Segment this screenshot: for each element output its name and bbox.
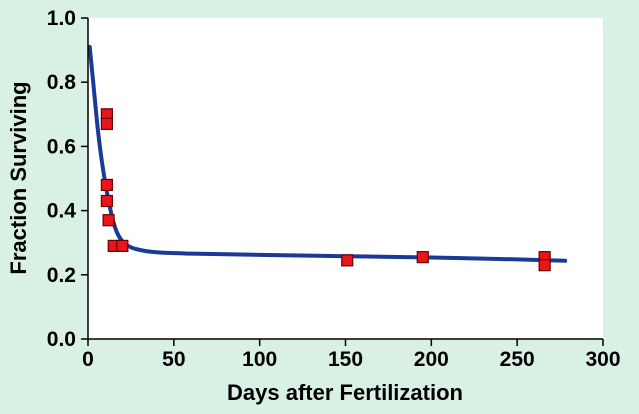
data-point — [341, 254, 354, 267]
data-point — [100, 194, 113, 208]
x-axis-title: Days after Fertilization — [227, 380, 463, 405]
x-tick-label: 100 — [242, 348, 277, 371]
data-point — [100, 178, 113, 192]
y-tick-label: 1.0 — [47, 7, 76, 30]
y-tick-label: 0.4 — [47, 200, 77, 223]
data-point — [102, 214, 115, 227]
data-point — [100, 117, 113, 131]
plot-area — [88, 18, 603, 339]
y-tick-label: 0.8 — [47, 71, 77, 94]
x-tick-label: 50 — [162, 348, 185, 371]
y-tick-label: 0.0 — [47, 328, 76, 351]
fit-curve — [87, 44, 568, 263]
data-point — [416, 251, 429, 264]
x-tick-label: 0 — [82, 348, 94, 371]
axes-layer: 0.0 0.2 0.4 0.6 0.8 1.0 0 50 100 150 200 250 300 — [47, 7, 621, 371]
y-tick-label: 0.2 — [47, 264, 76, 287]
y-axis-title: Fraction Surviving — [6, 81, 31, 274]
data-points-layer — [100, 108, 551, 272]
x-tick-label: 250 — [500, 348, 535, 371]
data-point — [538, 259, 551, 272]
x-tick-label: 150 — [328, 348, 363, 371]
data-point — [116, 239, 129, 253]
x-tick-label: 300 — [585, 348, 620, 371]
fit-curve-layer — [87, 44, 568, 263]
x-tick-label: 200 — [414, 348, 449, 371]
y-tick-label: 0.6 — [47, 135, 76, 158]
